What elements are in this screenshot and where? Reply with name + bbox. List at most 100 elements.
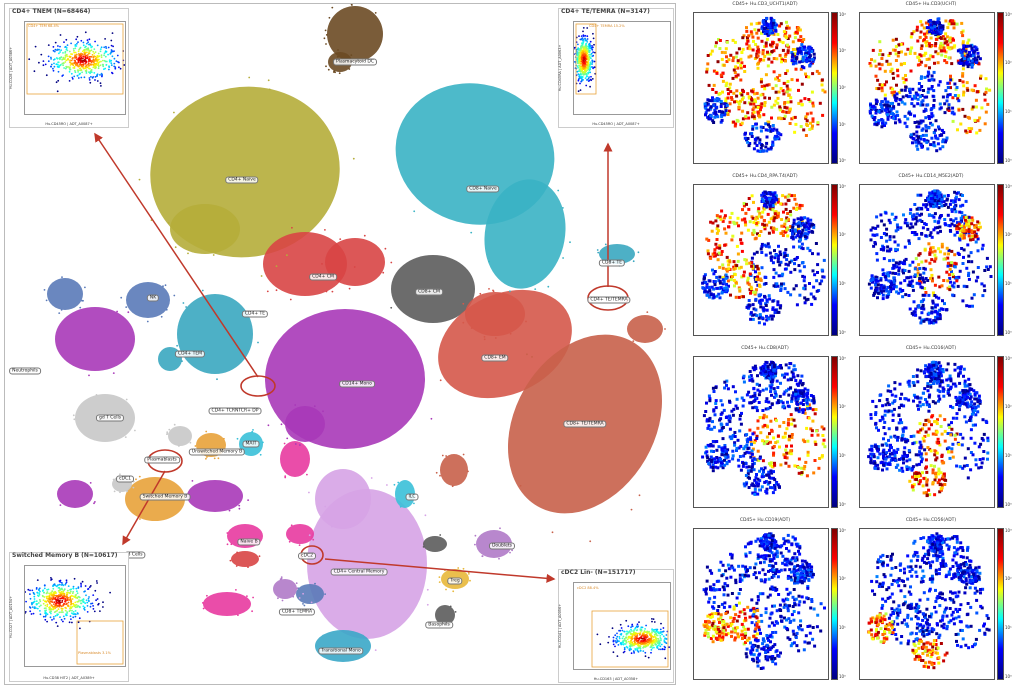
heatmap-cell (755, 144, 759, 147)
density-point (71, 63, 74, 66)
heatmap-cell (874, 226, 878, 230)
heatmap-cell (740, 93, 744, 97)
heatmap-cell (905, 276, 909, 280)
density-point (84, 59, 87, 61)
heatmap-cell (887, 249, 891, 253)
heatmap-cell (747, 34, 751, 38)
heatmap-cell (771, 31, 775, 35)
cluster-point (213, 457, 216, 460)
heatmap-cell (786, 49, 790, 53)
cluster-point (498, 557, 500, 560)
heatmap-cell (756, 54, 760, 58)
heatmap-cell (951, 119, 955, 123)
cluster-blob (187, 480, 243, 512)
heatmap-cell (798, 48, 802, 52)
heatmap-cell (954, 217, 958, 221)
density-point (105, 63, 108, 66)
heatmap-cell (798, 206, 802, 210)
heatmap-cell (748, 288, 752, 292)
density-point (663, 640, 666, 643)
density-point (76, 63, 79, 65)
heatmap-cell (704, 106, 708, 110)
heatmap-cell (925, 58, 929, 61)
density-point (53, 597, 56, 600)
heatmap-cell (920, 232, 924, 235)
heatmap-cell (918, 53, 922, 57)
density-point (44, 618, 47, 621)
density-point (83, 609, 86, 611)
heatmap-cell (730, 211, 734, 215)
heatmap-cell (889, 108, 893, 112)
heatmap-cell (925, 140, 929, 144)
heatmap-cell (874, 121, 878, 125)
density-point (96, 54, 99, 57)
heatmap-cell (890, 283, 893, 287)
heatmap-cell (886, 271, 890, 275)
cluster-point (468, 573, 470, 575)
heatmap-cell (731, 59, 735, 63)
density-point (586, 52, 589, 55)
heatmap-cell (932, 70, 936, 74)
density-point (72, 616, 75, 619)
heatmap-cell (878, 40, 882, 44)
heatmap-cell (912, 30, 916, 34)
heatmap-cell (764, 22, 768, 25)
heatmap-cell (787, 93, 791, 97)
density-point (44, 604, 47, 607)
heatmap-cell (888, 235, 892, 239)
density-point (49, 611, 51, 613)
heatmap-cell (725, 103, 729, 107)
heatmap-cell (901, 295, 905, 299)
heatmap-cell (774, 77, 778, 81)
heatmap-cell (772, 219, 776, 223)
density-point (62, 584, 65, 587)
heatmap-cell (967, 274, 970, 277)
density-point (82, 41, 85, 44)
heatmap-cell (931, 291, 935, 295)
cluster-point (526, 353, 528, 356)
density-point (93, 48, 96, 50)
heatmap-cell (783, 101, 787, 104)
cluster-label: gd T Cells (95, 414, 125, 422)
heatmap-cell (807, 226, 811, 230)
cluster-point (230, 543, 233, 546)
density-point (584, 73, 587, 76)
heatmap-cell (763, 84, 766, 88)
inset-title: cDC2 Lin- (N=151717) (561, 569, 636, 576)
heatmap-cell (924, 205, 928, 209)
density-point (590, 52, 593, 55)
heatmap-cell (938, 21, 941, 25)
density-point (41, 590, 44, 592)
density-point (64, 583, 67, 586)
heatmap-cell (771, 261, 775, 265)
density-point (43, 587, 46, 590)
heatmap-cell (784, 202, 788, 206)
heatmap-cell (776, 257, 780, 261)
heatmap-cell (937, 127, 941, 131)
density-point (651, 618, 653, 620)
cluster-point (258, 555, 261, 558)
colorbar-tick: 10⁴ (839, 12, 846, 17)
heatmap-cell (889, 281, 893, 285)
heatmap-cell (730, 238, 734, 242)
heatmap-cell (949, 78, 953, 82)
heatmap-cell (869, 279, 873, 282)
heatmap-cell (788, 34, 792, 38)
heatmap-cell (920, 44, 924, 48)
heatmap-cell (737, 295, 741, 299)
heatmap-cell (960, 211, 964, 215)
density-point (622, 651, 625, 654)
heatmap-cell (791, 232, 794, 236)
cluster-point (331, 6, 334, 9)
density-point (578, 60, 580, 62)
heatmap-cell (888, 238, 892, 242)
heatmap-cell (972, 50, 976, 54)
density-point (623, 646, 626, 649)
heatmap-cell (772, 49, 776, 53)
density-point (79, 61, 82, 64)
heatmap-cell (915, 219, 919, 223)
density-point (646, 641, 649, 644)
density-point (58, 583, 61, 586)
heatmap-cell (715, 238, 719, 241)
heatmap-cell (923, 248, 927, 252)
